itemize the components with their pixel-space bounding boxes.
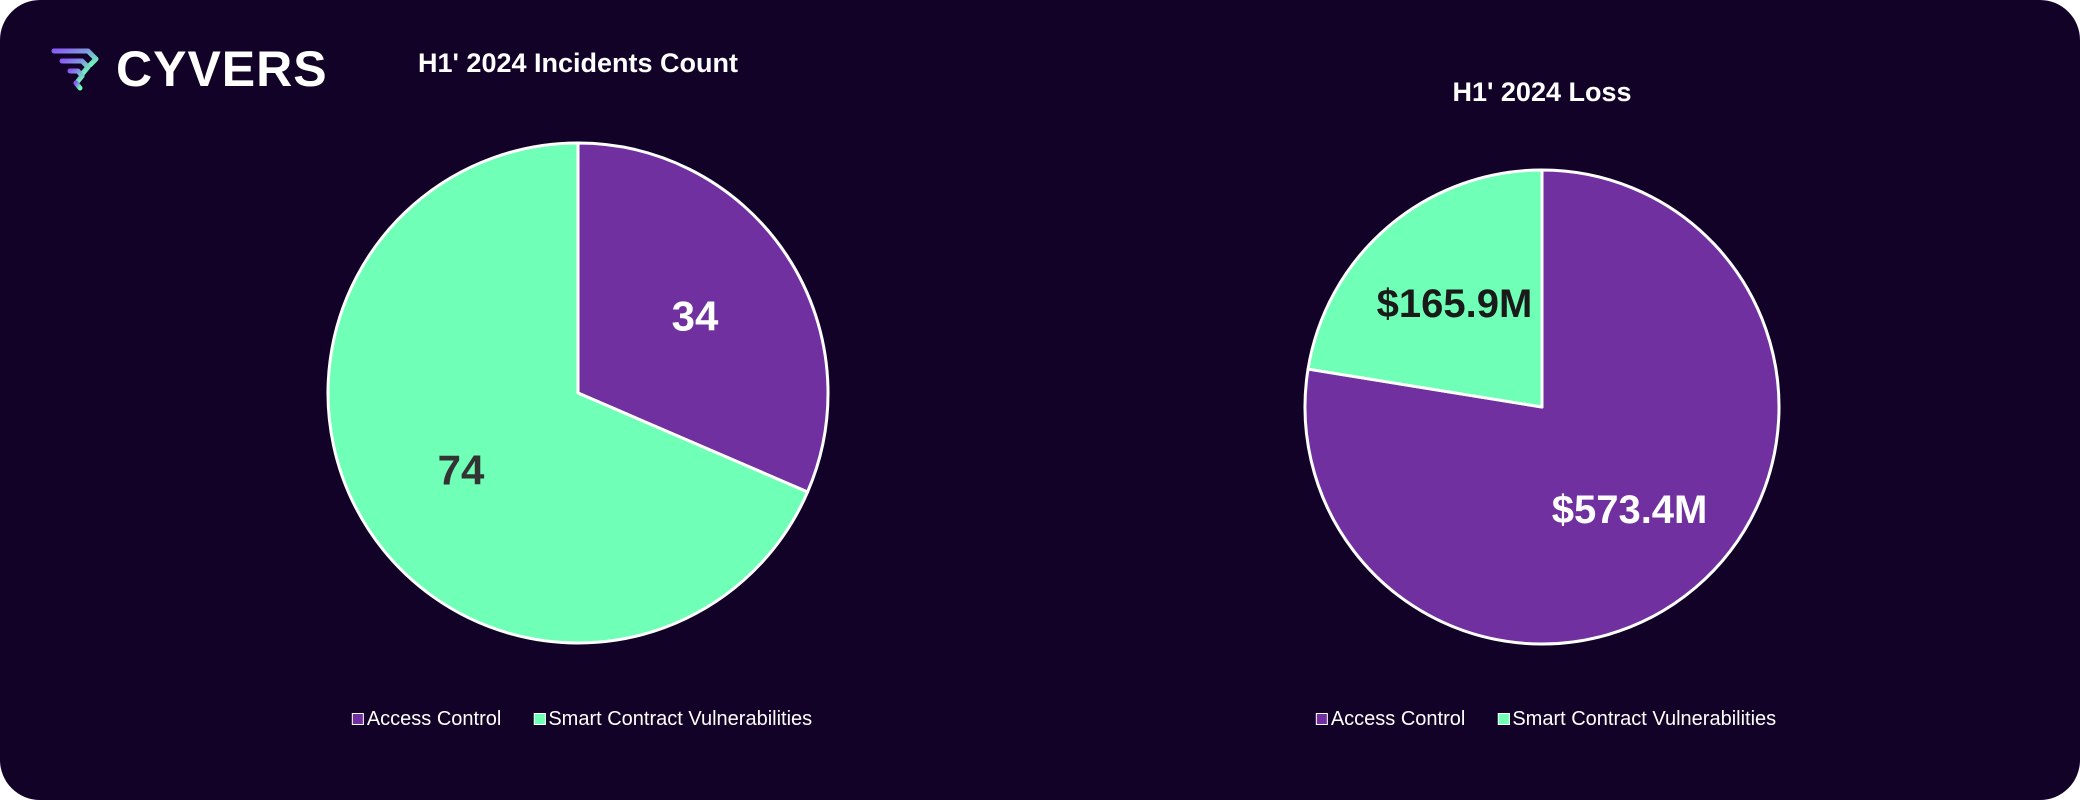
data-label-smart-contract: 74: [438, 446, 485, 493]
incidents-legend: Access Control Smart Contract Vulnerabil…: [351, 706, 812, 732]
legend-item-access-control: Access Control: [351, 707, 502, 731]
legend-item-access-control: Access Control: [1315, 707, 1466, 731]
legend-label: Smart Contract Vulnerabilities: [1512, 707, 1777, 730]
loss-pie: $573.4M $165.9M: [1303, 168, 1781, 646]
legend-item-smart-contract: Smart Contract Vulnerabilities: [1497, 708, 1776, 731]
data-label-access-control: $573.4M: [1552, 488, 1708, 532]
legend-swatch-smart-contract: [1497, 713, 1510, 725]
legend-swatch-access-control: [351, 713, 364, 725]
legend-label: Access Control: [366, 707, 502, 730]
incidents-chart-title: H1' 2024 Incidents Count: [418, 48, 738, 78]
legend-swatch-smart-contract: [533, 713, 546, 725]
loss-legend: Access Control Smart Contract Vulnerabil…: [1315, 706, 1776, 732]
legend-label: Access Control: [1330, 707, 1466, 730]
slice-access-control: [1303, 168, 1781, 646]
legend-swatch-access-control: [1315, 713, 1328, 725]
cyvers-logo-icon: [51, 48, 99, 91]
loss-chart-title: H1' 2024 Loss: [1452, 77, 1632, 107]
slice-smart-contract: [326, 141, 810, 645]
data-label-access-control: 34: [672, 293, 719, 340]
legend-label: Smart Contract Vulnerabilities: [548, 707, 813, 730]
data-label-smart-contract: $165.9M: [1377, 282, 1533, 326]
slice-access-control: [576, 141, 830, 494]
slice-smart-contract: [1306, 168, 1544, 409]
legend-item-smart-contract: Smart Contract Vulnerabilities: [533, 708, 812, 731]
brand-name: CYVERS: [116, 41, 328, 97]
brand-logo: CYVERS: [50, 44, 328, 94]
incidents-pie: 34 74: [326, 141, 830, 645]
